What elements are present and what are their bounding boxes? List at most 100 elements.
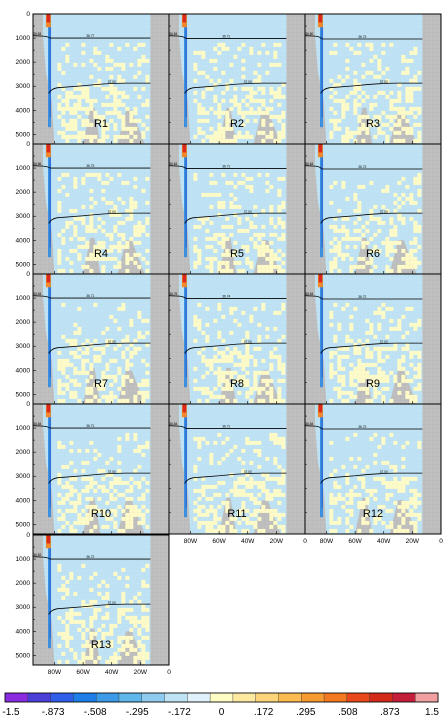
anomaly-cell: [125, 208, 130, 213]
anomaly-cell: [269, 492, 274, 497]
anomaly-cell: [213, 440, 218, 445]
anomaly-cell: [269, 208, 274, 213]
anomaly-cell: [345, 216, 350, 221]
anomaly-cell: [217, 394, 222, 399]
anomaly-cell: [65, 126, 70, 131]
anomaly-cell: [65, 54, 70, 59]
anomaly-cell: [329, 516, 334, 521]
anomaly-cell: [73, 504, 78, 509]
anomaly-cell: [213, 386, 218, 391]
anomaly-cell: [129, 110, 134, 115]
anomaly-cell: [213, 484, 218, 489]
anomaly-cell: [389, 306, 394, 311]
anomaly-cell: [137, 240, 142, 245]
lower-contour-label: 37.00: [380, 210, 388, 214]
anomaly-cell: [133, 240, 138, 245]
anomaly-cell: [209, 524, 214, 529]
anomaly-cell: [117, 114, 122, 119]
anomaly-cell: [65, 106, 70, 111]
anomaly-cell: [145, 615, 150, 620]
anomaly-cell: [197, 496, 202, 501]
anomaly-cell: [217, 78, 222, 83]
anomaly-cell: [269, 204, 274, 209]
anomaly-cell: [265, 110, 270, 115]
anomaly-cell: [137, 520, 142, 525]
anomaly-cell: [137, 643, 142, 648]
positive-anomaly-patches: [57, 563, 150, 664]
anomaly-cell: [141, 54, 146, 59]
anomaly-cell: [397, 362, 402, 367]
upper-contour-line: [32, 35, 151, 39]
anomaly-cell: [141, 358, 146, 363]
anomaly-cell: [57, 587, 62, 592]
anomaly-cell: [141, 42, 146, 47]
anomaly-cell: [133, 623, 138, 628]
anomaly-cell: [97, 216, 102, 221]
anomaly-cell: [61, 334, 66, 339]
anomaly-cell: [229, 118, 234, 123]
anomaly-cell: [81, 244, 86, 249]
anomaly-cell: [221, 172, 226, 177]
anomaly-cell: [105, 94, 110, 99]
anomaly-cell: [117, 78, 122, 83]
anomaly-cell: [133, 394, 138, 399]
anomaly-cell: [385, 184, 390, 189]
anomaly-cell: [89, 220, 94, 225]
anomaly-cell: [361, 240, 366, 245]
anomaly-cell: [77, 512, 82, 517]
anomaly-cell: [117, 635, 122, 640]
anomaly-cell: [281, 114, 286, 119]
anomaly-cell: [273, 252, 278, 257]
lower-contour-label: 37.00: [108, 340, 116, 344]
anomaly-cell: [141, 134, 146, 139]
upper-contour-label: 36.71: [86, 424, 94, 428]
anomaly-cell: [281, 366, 286, 371]
colorbar-swatch: [141, 692, 166, 703]
anomaly-cell: [253, 306, 258, 311]
anomaly-cell: [273, 54, 278, 59]
panel-label: R3: [366, 118, 380, 130]
anomaly-cell: [73, 342, 78, 347]
anomaly-cell: [413, 524, 418, 529]
anomaly-cell: [273, 264, 278, 269]
upper-contour-label: 36.73: [358, 165, 366, 169]
anomaly-cell: [221, 232, 226, 237]
anomaly-cell: [233, 484, 238, 489]
anomaly-cell: [201, 118, 206, 123]
anomaly-cell: [269, 114, 274, 119]
anomaly-cell: [397, 240, 402, 245]
anomaly-cell: [197, 488, 202, 493]
anomaly-cell: [341, 256, 346, 261]
anomaly-cell: [341, 114, 346, 119]
anomaly-cell: [341, 390, 346, 395]
anomaly-cell: [401, 54, 406, 59]
anomaly-cell: [65, 587, 70, 592]
anomaly-cell: [225, 264, 230, 269]
anomaly-cell: [357, 370, 362, 375]
anomaly-cell: [409, 398, 414, 403]
anomaly-cell: [77, 256, 82, 261]
anomaly-cell: [141, 58, 146, 63]
anomaly-cell: [117, 74, 122, 79]
anomaly-cell: [233, 516, 238, 521]
anomaly-cell: [141, 607, 146, 612]
anomaly-cell: [229, 78, 234, 83]
anomaly-cell: [101, 524, 106, 529]
anomaly-cell: [197, 386, 202, 391]
anomaly-cell: [81, 62, 86, 67]
anomaly-cell: [269, 134, 274, 139]
anomaly-cell: [381, 398, 386, 403]
anomaly-cell: [349, 456, 354, 461]
anomaly-cell: [205, 390, 210, 395]
anomaly-cell: [341, 382, 346, 387]
anomaly-cell: [105, 595, 110, 600]
anomaly-cell: [357, 200, 362, 205]
anomaly-cell: [257, 86, 262, 91]
anomaly-cell: [333, 302, 338, 307]
anomaly-cell: [81, 50, 86, 55]
lower-contour-line: [184, 472, 287, 484]
anomaly-cell: [145, 635, 150, 640]
anomaly-cell: [413, 78, 418, 83]
anomaly-cell: [209, 204, 214, 209]
